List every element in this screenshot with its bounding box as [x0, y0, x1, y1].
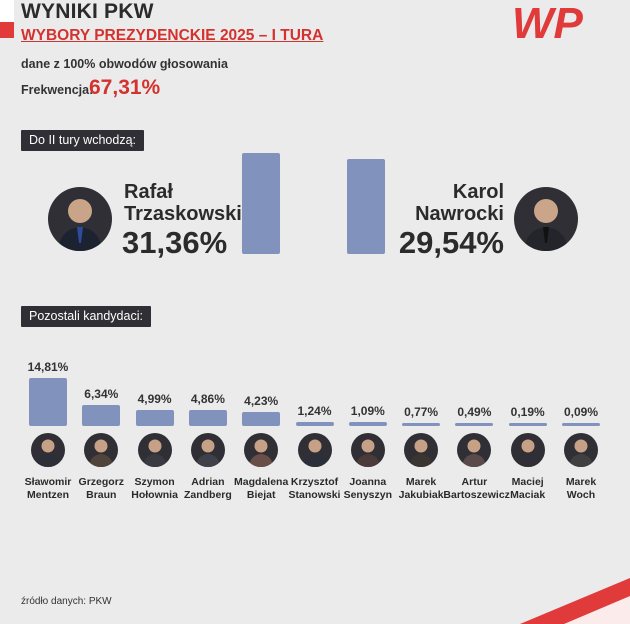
runoff-left-bar [242, 153, 280, 254]
candidate-name: Artur Bartoszewicz [443, 476, 510, 501]
wp-logo-text: WP [512, 0, 584, 46]
candidate-name: Marek Woch [565, 476, 597, 501]
candidate-pct: 0,19% [510, 405, 545, 419]
candidate-avatar [350, 433, 385, 467]
runoff-right-pct: 29,54% [398, 225, 504, 260]
candidate-avatar [457, 433, 492, 467]
candidate-avatar [190, 433, 225, 467]
person-icon [89, 439, 114, 467]
person-icon [355, 439, 380, 467]
person-icon [249, 439, 274, 467]
candidate-name: Adrian Zandberg [183, 476, 232, 501]
candidate-name: Szymon Hołownia [131, 476, 178, 501]
candidate-bar [135, 409, 174, 426]
candidate-name: Marek Jakubiak [398, 476, 444, 501]
person-icon [58, 199, 102, 251]
corner-decoration [520, 578, 630, 624]
page-subtitle: WYBORY PREZYDENCKIE 2025 – I TURA [21, 27, 324, 44]
person-icon [36, 439, 60, 467]
candidate-pct: 1,09% [350, 404, 385, 419]
candidate-avatar [404, 433, 439, 467]
candidate-avatar [510, 433, 545, 467]
turnout-value: 67,31% [89, 76, 161, 99]
person-icon [524, 199, 568, 251]
runoff-right-first-name: Karol [452, 181, 504, 203]
runoff-right-bar [347, 158, 385, 254]
page-title: WYNIKI PKW [21, 0, 154, 23]
runoff-left-last-name: Trzaskowski [124, 203, 242, 225]
candidate-avatar [137, 433, 172, 467]
candidate-bar [348, 422, 387, 426]
candidate-name: Krzysztof Stanowski [288, 476, 341, 501]
candidate-bar [402, 423, 441, 426]
person-icon [142, 439, 167, 467]
candidate-bar [295, 421, 334, 426]
candidate-bar [242, 412, 281, 426]
candidate-name: Grzegorz Braun [78, 476, 125, 501]
candidate-avatar [564, 433, 598, 467]
person-icon [569, 439, 593, 467]
candidate-pct: 14,81% [27, 360, 69, 374]
candidate-avatar [297, 433, 332, 467]
candidate-bar [455, 423, 494, 426]
candidate-pct: 4,86% [190, 392, 225, 407]
runoff-left-pct: 31,36% [122, 225, 228, 260]
candidate-pct: 0,09% [563, 405, 599, 419]
wp-logo: WP [512, 0, 584, 46]
avatar-trzaskowski [48, 187, 112, 251]
candidate-name: Maciej Maciak [510, 476, 546, 501]
candidate-name: Magdalena Biejat [234, 476, 289, 501]
candidate-pct: 6,34% [84, 387, 119, 402]
runoff-right-last-name: Nawrocki [415, 203, 504, 225]
candidate-bar [82, 405, 121, 426]
candidate-name: Joanna Senyszyn [343, 476, 393, 501]
flag-accent [0, 0, 14, 38]
runoff-section-label: Do II tury wchodzą: [21, 130, 144, 151]
person-icon [409, 439, 434, 467]
person-icon [195, 439, 220, 467]
data-source: źródło danych: PKW [21, 596, 112, 607]
candidate-bar [562, 423, 600, 426]
candidate-pct: 0,49% [457, 405, 492, 419]
candidate-pct: 0,77% [404, 405, 439, 419]
candidate-bar [29, 378, 67, 426]
candidate-avatar [31, 433, 65, 467]
others-section-label: Pozostali kandydaci: [21, 306, 151, 327]
person-icon [462, 439, 487, 467]
person-icon [515, 439, 540, 467]
candidate-pct: 4,23% [244, 394, 279, 409]
candidate-name: Sławomir Mentzen [24, 476, 72, 501]
turnout-label: Frekwencja: [21, 83, 94, 97]
data-coverage-note: dane z 100% obwodów głosowania [21, 57, 228, 71]
person-icon [302, 439, 327, 467]
candidate-avatar [84, 433, 119, 467]
runoff-left-first-name: Rafał [124, 181, 173, 203]
candidate-bar [188, 410, 227, 426]
avatar-nawrocki [514, 187, 578, 251]
candidate-avatar [244, 433, 279, 467]
candidate-bar [508, 423, 547, 426]
candidate-pct: 4,99% [137, 391, 172, 406]
candidate-pct: 1,24% [297, 403, 332, 418]
